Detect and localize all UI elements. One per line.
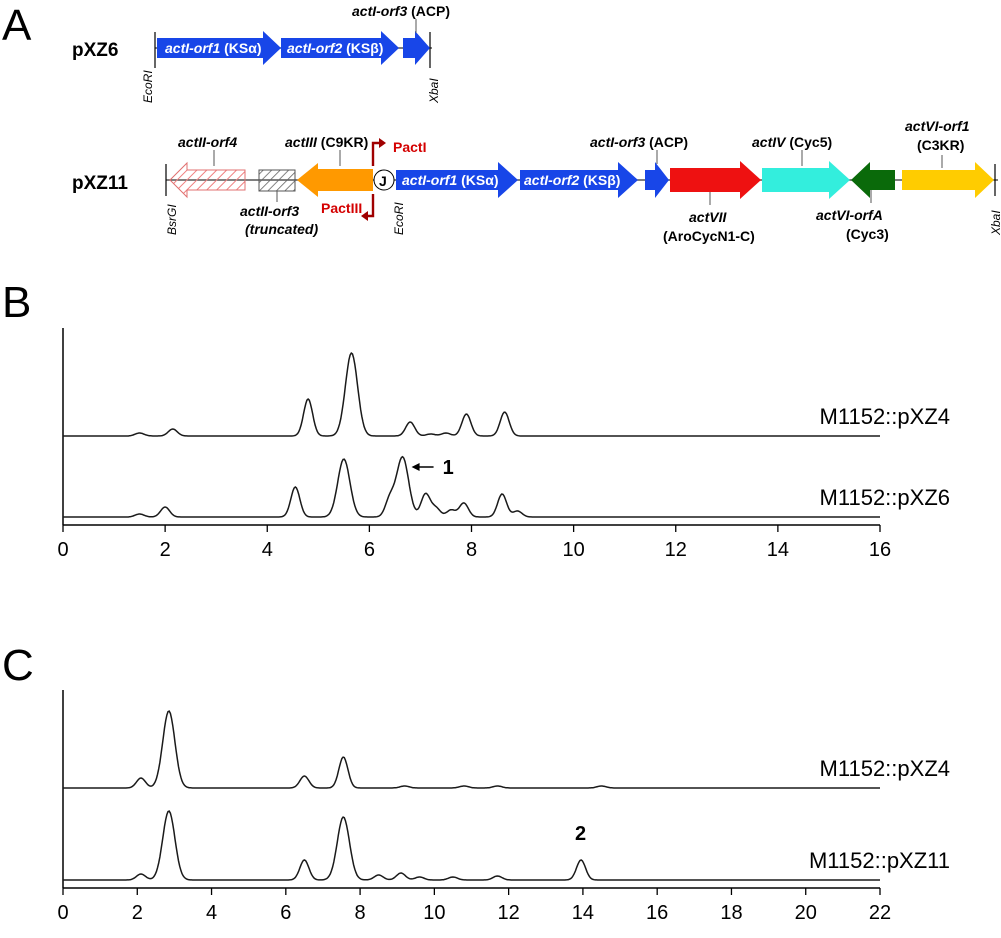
gene-label-actI-orf2: actI-orf2 (KSβ) <box>524 172 620 188</box>
gene-label-actIII: actIII (C9KR) <box>285 134 368 150</box>
promoter-arrow-pactiii <box>366 194 375 218</box>
x-tick-label: 2 <box>160 539 171 561</box>
gene-note-actVI-orfA: (Cyc3) <box>846 226 889 242</box>
gene-box-actII-orf3 <box>258 169 296 192</box>
series-label: M1152::pXZ6 <box>820 485 950 510</box>
site-label-bsrgi: BsrGI <box>165 204 179 235</box>
x-tick-label: 2 <box>132 902 143 924</box>
x-tick-label: 22 <box>869 902 891 924</box>
x-tick-label: 12 <box>498 902 520 924</box>
gene-arrow-actI-orf2 <box>520 162 638 198</box>
gene-arrow-actVII <box>670 161 761 199</box>
gene-arrow-actVI-orfA <box>851 162 895 198</box>
construct-name-pxz11: pXZ11 <box>72 173 128 194</box>
annotation-arrowhead <box>411 463 420 471</box>
junction-marker <box>373 169 395 191</box>
site-label-xbai: XbaI <box>989 210 1001 236</box>
promoter-arrow-pacti <box>371 141 381 166</box>
series-label: M1152::pXZ4 <box>820 756 950 781</box>
x-tick-label: 4 <box>262 539 273 561</box>
gene-label-actVI-orfA: actVI-orfA <box>816 207 883 223</box>
chromatogram-trace <box>63 352 880 437</box>
gene-arrow-actI-orf3 <box>645 162 669 198</box>
x-tick-label: 0 <box>57 902 68 924</box>
x-tick-label: 20 <box>795 902 817 924</box>
gene-label-actII-orf3: actII-orf3 <box>240 203 299 219</box>
gene-label-actIV: actIV (Cyc5) <box>752 134 832 150</box>
gene-arrow-actI-orf1 <box>396 162 518 198</box>
peak-annotation: 2 <box>575 823 586 845</box>
gene-arrow-actII-orf4 <box>169 161 246 199</box>
x-tick-label: 0 <box>57 539 68 561</box>
x-tick-label: 12 <box>665 539 687 561</box>
gene-arrow-actVI-orf1 <box>902 162 994 198</box>
promoter-label-pactiii: PactIII <box>321 200 362 216</box>
x-tick-label: 10 <box>423 902 445 924</box>
gene-label-actI-orf3: actI-orf3 (ACP) <box>352 3 450 19</box>
chromatogram-trace <box>63 455 880 518</box>
gene-label-actVI-orf1: actVI-orf1 <box>905 118 970 134</box>
gene-arrow-actIV <box>762 161 850 199</box>
gene-note-actVII: (AroCycN1-C) <box>663 228 755 244</box>
gene-label-actI-orf1: actI-orf1 (KSα) <box>402 172 499 188</box>
x-tick-label: 16 <box>646 902 668 924</box>
site-label-xbai: XbaI <box>427 78 441 104</box>
series-label: M1152::pXZ4 <box>820 404 950 429</box>
gene-label-actI-orf2: actI-orf2 (KSβ) <box>287 40 383 56</box>
panel-label-c: C <box>2 641 34 690</box>
gene-arrow-actI-orf2 <box>281 31 399 65</box>
gene-arrow-actIII <box>297 163 373 197</box>
construct-name-pxz6: pXZ6 <box>72 40 118 61</box>
series-label: M1152::pXZ11 <box>809 848 950 873</box>
gene-label-actI-orf1: actI-orf1 (KSα) <box>165 40 262 56</box>
construct-pxz6: pXZ6 actI-orf1 (KSα) actI-orf2 (KSβ) act… <box>72 3 450 104</box>
x-tick-label: 14 <box>767 539 789 561</box>
promoter-arrowhead <box>379 138 386 148</box>
chromatogram-trace <box>63 710 880 789</box>
x-tick-label: 16 <box>869 539 891 561</box>
chromatogram-c: 0 2 4 6 8 10 12 14 16 18 20 22M1152::pXZ4M1152::pXZ… <box>57 690 950 924</box>
gene-note-actII-orf3: (truncated) <box>245 221 318 237</box>
gene-note-actVI-orf1: (C3KR) <box>917 137 964 153</box>
x-tick-label: 8 <box>355 902 366 924</box>
x-tick-label: 6 <box>280 902 291 924</box>
construct-pxz11: pXZ11 actII-orf4 actII-orf3 (truncated) … <box>72 118 1001 244</box>
gene-arrow-actI-orf1 <box>157 31 281 65</box>
site-label-ecori: EcoRI <box>141 70 155 103</box>
x-tick-label: 18 <box>720 902 742 924</box>
gene-label-actVII: actVII <box>689 209 727 225</box>
x-tick-label: 8 <box>466 539 477 561</box>
gene-arrow-actI-orf3 <box>403 31 430 65</box>
gene-label-actII-orf4: actII-orf4 <box>178 134 237 150</box>
x-tick-label: 10 <box>563 539 585 561</box>
peak-annotation: 1 <box>443 457 454 479</box>
promoter-arrowhead <box>361 211 368 221</box>
chromatogram-trace <box>63 810 880 881</box>
x-tick-label: 14 <box>572 902 594 924</box>
junction-label: J <box>379 173 387 189</box>
panel-label-a: A <box>2 1 32 50</box>
x-tick-label: 6 <box>364 539 375 561</box>
promoter-label-pacti: PactI <box>393 139 426 155</box>
x-tick-label: 4 <box>206 902 217 924</box>
panel-label-b: B <box>2 278 31 327</box>
site-label-ecori: EcoRI <box>392 202 406 235</box>
gene-label-actI-orf3: actI-orf3 (ACP) <box>590 134 688 150</box>
